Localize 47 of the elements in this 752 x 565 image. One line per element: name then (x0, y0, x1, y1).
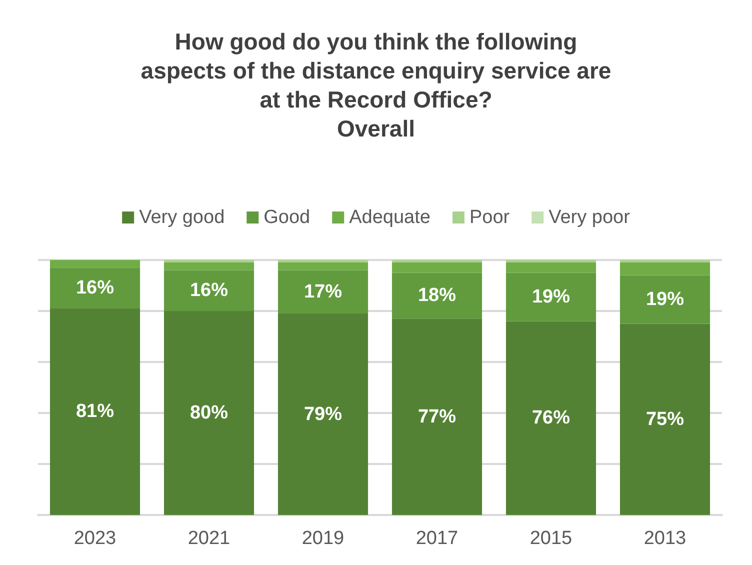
data-label: 77% (418, 406, 456, 428)
bar (620, 275, 710, 324)
bar (50, 260, 140, 268)
x-tick-label: 2013 (644, 528, 686, 549)
bar (506, 272, 596, 322)
bar (620, 262, 710, 276)
legend-label: Very poor (548, 207, 631, 228)
data-label: 80% (190, 402, 228, 424)
bar (392, 272, 482, 319)
bar (620, 324, 710, 515)
bar (164, 260, 254, 263)
bar (164, 270, 254, 311)
bar (278, 260, 368, 263)
bar (278, 314, 368, 515)
bar (278, 270, 368, 314)
legend-label: Very good (139, 207, 225, 228)
bar (164, 262, 254, 270)
x-tick-label: 2023 (74, 528, 116, 549)
data-label: 81% (76, 401, 114, 422)
data-label: 16% (190, 280, 228, 302)
x-tick-label: 2015 (530, 528, 572, 549)
bar (620, 260, 710, 263)
data-label: 19% (646, 289, 684, 310)
legend-label: Adequate (349, 207, 430, 228)
data-label: 76% (532, 408, 570, 429)
bar (392, 260, 482, 263)
bar (278, 262, 368, 270)
data-label: 16% (76, 278, 114, 299)
chart-title: How good do you think the following aspects of the distance enquiry service are at the Record Office? Overall (140, 28, 612, 142)
x-tick-label: 2019 (302, 528, 344, 549)
legend-label: Poor (469, 207, 510, 228)
bar (50, 268, 140, 308)
data-label: 79% (304, 404, 342, 425)
bar (506, 260, 596, 263)
legend-label: Good (264, 207, 310, 228)
x-tick-label: 2017 (416, 528, 458, 549)
bar (392, 262, 482, 273)
data-label: 18% (418, 285, 456, 306)
data-label: 75% (646, 408, 684, 430)
data-label: 17% (304, 281, 342, 302)
bar (506, 321, 596, 515)
bar (164, 311, 254, 515)
bar (506, 262, 596, 273)
bar (392, 318, 482, 515)
x-tick-label: 2021 (188, 528, 230, 549)
bar (50, 308, 140, 515)
data-label: 19% (532, 286, 570, 308)
